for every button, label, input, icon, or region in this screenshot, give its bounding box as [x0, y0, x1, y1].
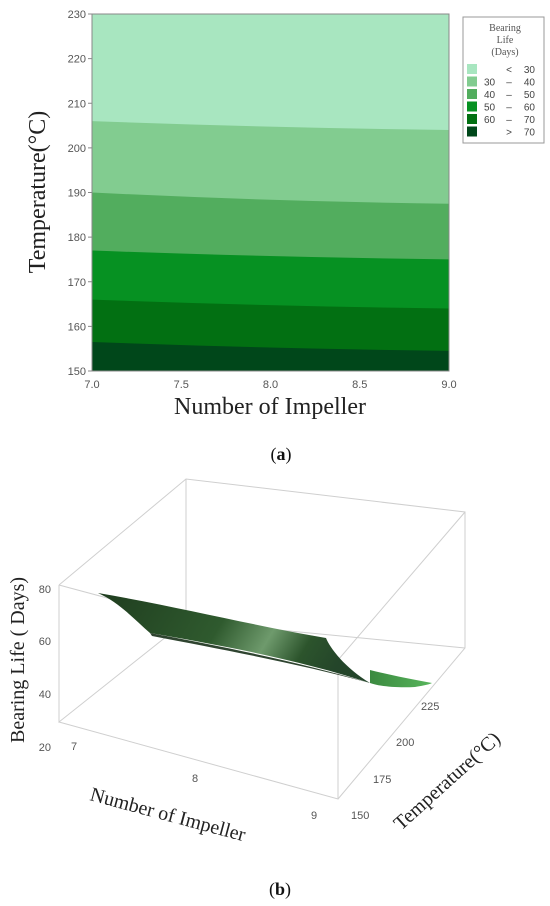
- legend-swatch: [467, 64, 477, 74]
- y-tick-label: 225: [421, 701, 439, 713]
- x-tick-label: 9: [311, 810, 317, 822]
- legend-dash: –: [506, 78, 512, 89]
- y-tick-label: 220: [68, 54, 86, 66]
- panel-label-a: (a): [271, 444, 292, 465]
- z-tick-label: 80: [39, 584, 51, 596]
- contour-chart: 7.0 7.5 8.0 8.5 9.0 150 160 170 180 190 200 210 220…: [25, 9, 545, 465]
- legend-dash: –: [506, 90, 512, 101]
- legend-label: 50: [524, 90, 536, 101]
- y-tick-label: 190: [68, 188, 86, 200]
- x-axis-title: Number of Impeller: [88, 784, 249, 847]
- legend-label: 70: [524, 128, 536, 139]
- z-tick-label: 40: [39, 689, 51, 701]
- x-tick-label: 8: [192, 773, 198, 785]
- legend-label: 40: [524, 78, 536, 89]
- z-tick-label: 20: [39, 742, 51, 754]
- contour-bands: [92, 14, 449, 371]
- x-tick-label: 7.5: [174, 379, 189, 391]
- x-tick-label: 8.0: [263, 379, 278, 391]
- y-tick-label: 150: [68, 366, 86, 378]
- y-tick-label: 175: [373, 774, 391, 786]
- x-axis-title: Number of Impeller: [174, 394, 366, 420]
- legend-swatch: [467, 76, 477, 87]
- y-tick-label: 160: [68, 321, 86, 333]
- z-tick-label: 60: [39, 636, 51, 648]
- surface-tail: [370, 670, 432, 688]
- z-axis-title: Bearing Life ( Days): [7, 577, 29, 743]
- legend-swatch: [467, 126, 477, 137]
- y-tick-label: 200: [396, 737, 414, 749]
- x-tick-label: 8.5: [352, 379, 367, 391]
- y-tick-label: 200: [68, 143, 86, 155]
- surface: [98, 593, 432, 688]
- legend-title-line-3: (Days): [491, 47, 518, 58]
- legend-swatch: [467, 89, 477, 99]
- legend-title-line-1: Bearing: [489, 23, 521, 34]
- band-gt-70: [92, 341, 449, 371]
- x-axis-ticks: 7 8 9: [71, 741, 317, 822]
- legend-dash: –: [506, 103, 512, 114]
- x-tick-label: 7: [71, 741, 77, 753]
- surface-chart: 80 60 40 20 7 8 9 150 175 200 225 Bearin…: [7, 478, 505, 900]
- legend-swatch: [467, 101, 477, 112]
- x-tick-label: 9.0: [441, 379, 456, 391]
- y-tick-label: 170: [68, 277, 86, 289]
- legend: Bearing Life (Days) <3030–4040–5050–6060…: [462, 16, 545, 144]
- legend-label: 50: [484, 103, 496, 114]
- y-tick-label: 150: [351, 810, 369, 822]
- panel-label-b: (b): [269, 879, 291, 900]
- legend-label: <: [506, 65, 512, 76]
- surface-main: [98, 593, 370, 683]
- y-axis-ticks: 150 175 200 225: [351, 701, 439, 822]
- legend-label: 60: [484, 115, 496, 126]
- x-tick-label: 7.0: [84, 379, 99, 391]
- legend-label: 70: [524, 115, 536, 126]
- legend-label: 60: [524, 103, 536, 114]
- legend-label: 30: [484, 78, 496, 89]
- x-axis-ticks: 7.0 7.5 8.0 8.5 9.0: [84, 379, 456, 391]
- legend-dash: –: [506, 115, 512, 126]
- legend-label: >: [506, 128, 512, 139]
- legend-label: 30: [524, 65, 536, 76]
- legend-label: 40: [484, 90, 496, 101]
- y-tick-label: 210: [68, 98, 86, 110]
- legend-swatch: [467, 114, 477, 124]
- y-tick-label: 230: [68, 9, 86, 21]
- surface-underside: [150, 633, 370, 683]
- y-tick-label: 180: [68, 232, 86, 244]
- z-axis-ticks: 80 60 40 20: [39, 584, 51, 754]
- y-axis-ticks: 150 160 170 180 190 200 210 220 230: [68, 9, 92, 378]
- legend-title-line-2: Life: [497, 35, 514, 46]
- y-axis-title: Temperature(°C): [25, 111, 51, 274]
